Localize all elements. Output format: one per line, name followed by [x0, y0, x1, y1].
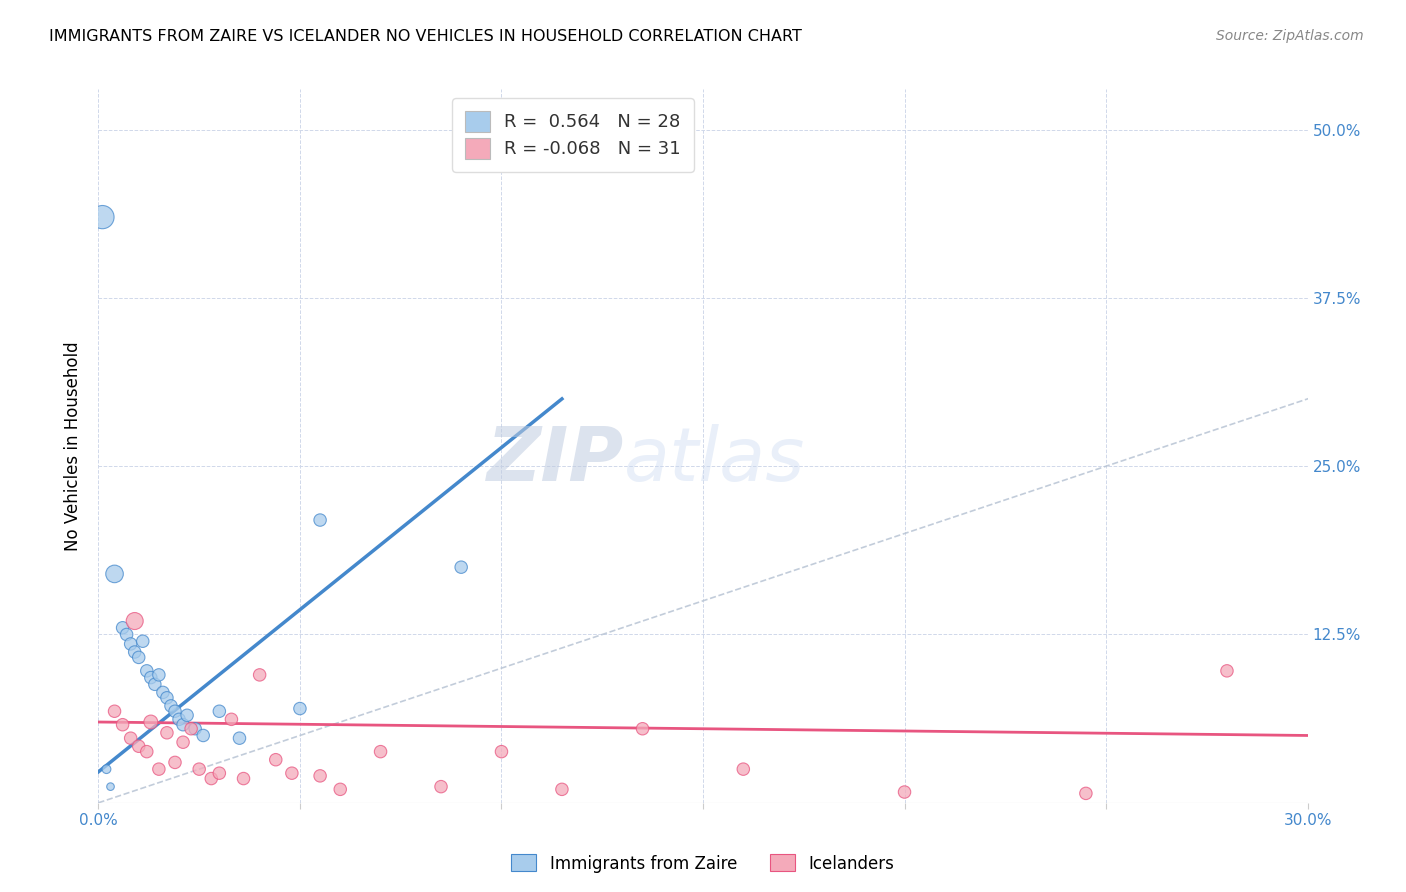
- Point: [200, 772, 222, 786]
- Point: [139, 671, 162, 685]
- Point: [1074, 786, 1097, 800]
- Point: [288, 701, 311, 715]
- Point: [135, 664, 157, 678]
- Text: ZIP: ZIP: [486, 424, 624, 497]
- Point: [309, 769, 332, 783]
- Point: [167, 712, 190, 726]
- Point: [193, 729, 215, 743]
- Point: [208, 766, 231, 780]
- Point: [120, 637, 142, 651]
- Point: [172, 735, 194, 749]
- Point: [120, 731, 142, 746]
- Point: [893, 785, 915, 799]
- Point: [1216, 664, 1239, 678]
- Point: [180, 722, 202, 736]
- Text: atlas: atlas: [624, 425, 806, 496]
- Point: [139, 714, 162, 729]
- Point: [143, 677, 166, 691]
- Point: [124, 645, 146, 659]
- Point: [156, 726, 179, 740]
- Legend: Immigrants from Zaire, Icelanders: Immigrants from Zaire, Icelanders: [505, 847, 901, 880]
- Point: [163, 704, 186, 718]
- Y-axis label: No Vehicles in Household: No Vehicles in Household: [65, 341, 83, 551]
- Point: [91, 210, 114, 224]
- Point: [264, 753, 287, 767]
- Legend: R =  0.564   N = 28, R = -0.068   N = 31: R = 0.564 N = 28, R = -0.068 N = 31: [453, 98, 693, 171]
- Point: [228, 731, 250, 746]
- Point: [430, 780, 453, 794]
- Point: [208, 704, 231, 718]
- Point: [96, 762, 118, 776]
- Point: [160, 698, 183, 713]
- Point: [232, 772, 254, 786]
- Point: [135, 745, 157, 759]
- Point: [115, 627, 138, 641]
- Point: [249, 668, 271, 682]
- Point: [370, 745, 392, 759]
- Text: Source: ZipAtlas.com: Source: ZipAtlas.com: [1216, 29, 1364, 43]
- Point: [188, 762, 211, 776]
- Point: [450, 560, 472, 574]
- Point: [551, 782, 574, 797]
- Point: [491, 745, 513, 759]
- Point: [152, 685, 174, 699]
- Point: [172, 717, 194, 731]
- Point: [128, 739, 150, 754]
- Point: [100, 780, 122, 794]
- Point: [176, 708, 198, 723]
- Point: [124, 614, 146, 628]
- Point: [184, 722, 207, 736]
- Point: [132, 634, 155, 648]
- Point: [111, 717, 134, 731]
- Point: [103, 566, 125, 581]
- Text: IMMIGRANTS FROM ZAIRE VS ICELANDER NO VEHICLES IN HOUSEHOLD CORRELATION CHART: IMMIGRANTS FROM ZAIRE VS ICELANDER NO VE…: [49, 29, 801, 44]
- Point: [156, 690, 179, 705]
- Point: [329, 782, 352, 797]
- Point: [733, 762, 755, 776]
- Point: [111, 621, 134, 635]
- Point: [103, 704, 125, 718]
- Point: [128, 650, 150, 665]
- Point: [281, 766, 304, 780]
- Point: [163, 756, 186, 770]
- Point: [631, 722, 654, 736]
- Point: [221, 712, 243, 726]
- Point: [309, 513, 332, 527]
- Point: [148, 668, 170, 682]
- Point: [148, 762, 170, 776]
